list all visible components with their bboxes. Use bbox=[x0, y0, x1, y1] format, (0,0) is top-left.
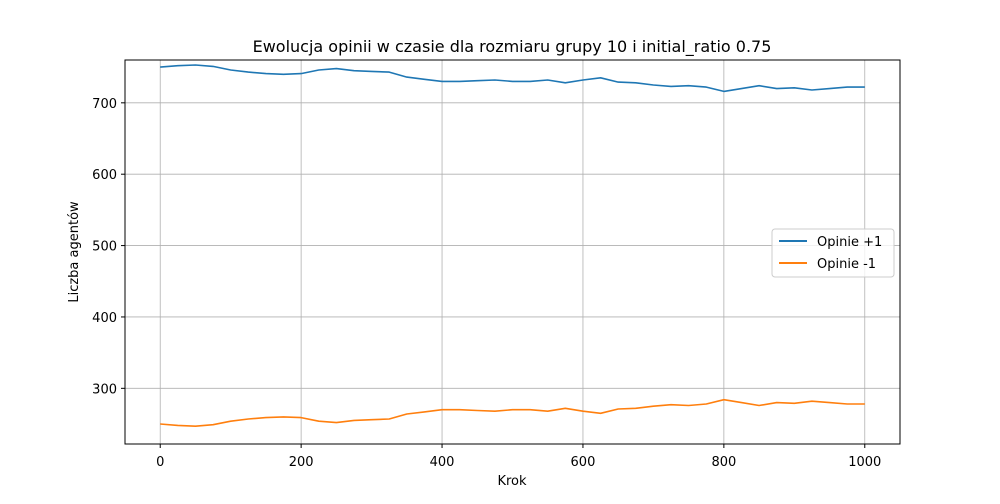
x-tick-label: 0 bbox=[156, 455, 164, 470]
series-line-opinie-plus bbox=[160, 64, 865, 93]
x-tick-label: 400 bbox=[430, 455, 455, 470]
y-tick-label: 300 bbox=[92, 382, 117, 397]
series-line-opinie-minus bbox=[160, 398, 865, 428]
x-tick-label: 200 bbox=[289, 455, 314, 470]
chart-title: Ewolucja opinii w czasie dla rozmiaru gr… bbox=[253, 37, 772, 57]
y-axis-label: Liczba agentów bbox=[67, 201, 82, 303]
series-layer bbox=[160, 64, 865, 428]
plot-frame bbox=[124, 59, 901, 445]
y-tick-label: 500 bbox=[92, 240, 117, 255]
y-tick-label: 600 bbox=[92, 168, 117, 183]
y-tick-label: 400 bbox=[92, 311, 117, 326]
x-tick-label: 800 bbox=[711, 455, 736, 470]
legend-label-opinie-plus: Opinie +1 bbox=[817, 235, 882, 250]
y-tick-label: 700 bbox=[92, 97, 117, 112]
legend-label-opinie-minus: Opinie -1 bbox=[817, 257, 876, 272]
legend: Opinie +1 Opinie -1 bbox=[771, 228, 895, 278]
x-tick-label: 1000 bbox=[848, 455, 881, 470]
x-tick-label: 600 bbox=[571, 455, 596, 470]
x-axis-label: Krok bbox=[497, 474, 527, 489]
tick-layer: 0 200 400 600 800 1000 300 400 500 600 700 bbox=[92, 97, 881, 470]
